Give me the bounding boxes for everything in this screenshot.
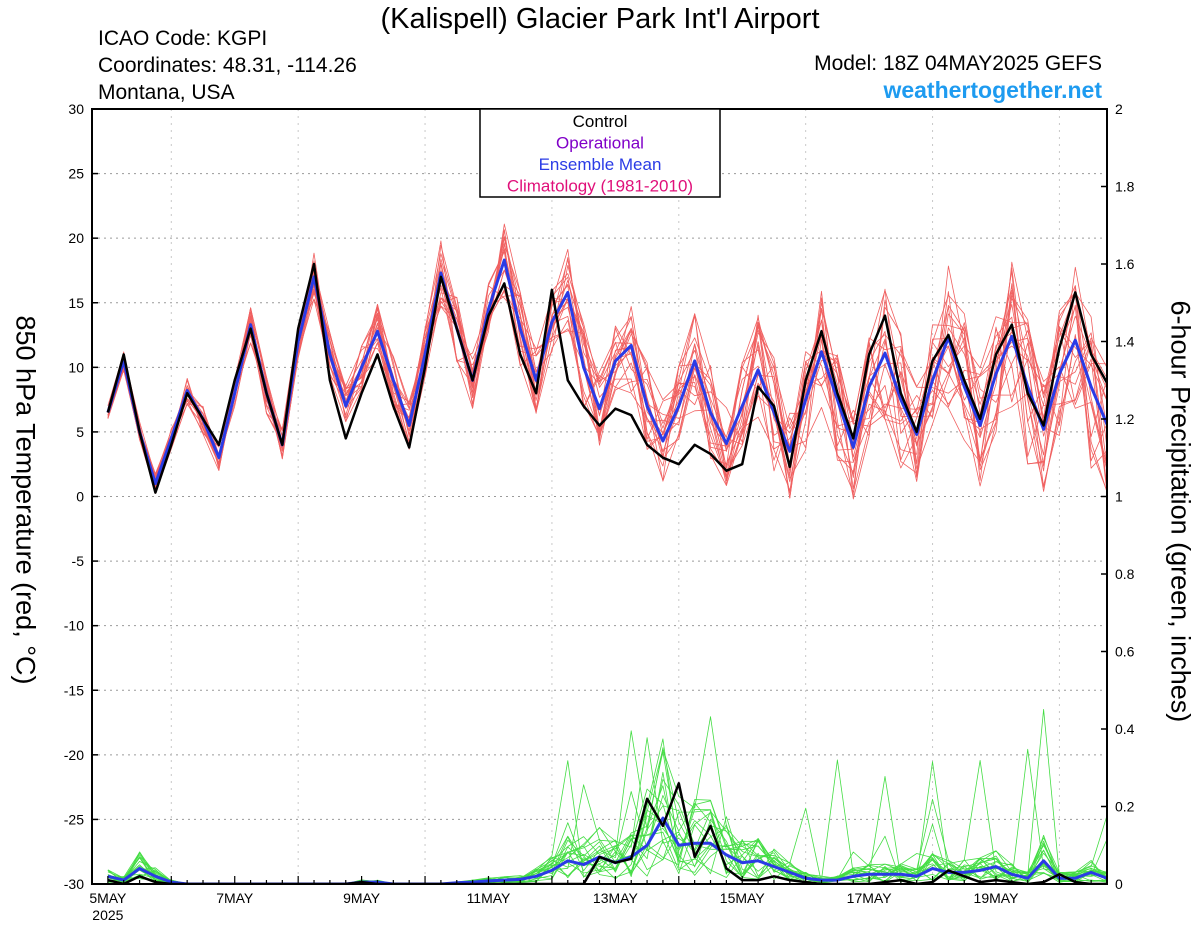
y2-tick-label: 1.2 (1115, 411, 1135, 427)
chart-title: (Kalispell) Glacier Park Int'l Airport (380, 3, 820, 35)
y2-tick-label: 1.8 (1115, 179, 1135, 195)
y-tick-label: 30 (68, 101, 84, 117)
precip-member-line (107, 748, 1107, 884)
y2-tick-label: 1.4 (1115, 334, 1135, 350)
precip-member-line (107, 738, 1107, 884)
y2-tick-label: 0.8 (1115, 566, 1135, 582)
y-tick-label: 0 (76, 489, 84, 505)
legend-entry: Climatology (1981-2010) (507, 177, 693, 196)
precip-member-line (107, 751, 1107, 884)
x-tick-label: 13MAY (593, 890, 639, 906)
y-tick-label: 20 (68, 230, 84, 246)
site-link[interactable]: weathertogether.net (883, 77, 1102, 103)
temp-member-line (107, 263, 1107, 487)
y-tick-label: -25 (64, 811, 84, 827)
y2-tick-label: 0 (1115, 876, 1123, 892)
legend-entry: Control (573, 112, 628, 131)
control-precip-line (107, 782, 1107, 884)
y-tick-label: -30 (64, 876, 84, 892)
precip-member-line (107, 788, 1107, 884)
y2-tick-label: 1 (1115, 489, 1123, 505)
control-temp-line (106, 262, 1107, 494)
x-tick-label: 9MAY (343, 890, 381, 906)
legend-box (479, 108, 721, 198)
x-tick-label: 15MAY (720, 890, 766, 906)
x-tick-label: 19MAY (974, 890, 1020, 906)
precip-member-line (107, 809, 1107, 884)
precip-member-line (107, 730, 1107, 884)
y2-tick-label: 1.6 (1115, 256, 1135, 272)
plot-area (92, 109, 1107, 884)
y-tick-label: 25 (68, 166, 84, 182)
temp-member-line (107, 273, 1107, 482)
region: Montana, USA (98, 81, 235, 104)
x-tick-label: 7MAY (216, 890, 254, 906)
x-tick-label: 5MAY (89, 890, 127, 906)
y-tick-label: -15 (64, 682, 84, 698)
model-run: Model: 18Z 04MAY2025 GEFS (814, 52, 1102, 75)
y-tick-label: -5 (72, 553, 85, 569)
y2-tick-label: 2 (1115, 101, 1123, 117)
y-axis-label: 850 hPa Temperature (red, °C) (10, 315, 41, 685)
y-tick-label: 5 (76, 424, 84, 440)
y-tick-label: -10 (64, 618, 84, 634)
icao-code: ICAO Code: KGPI (98, 27, 268, 50)
coordinates: Coordinates: 48.31, -114.26 (98, 54, 357, 77)
y-tick-label: 15 (68, 295, 84, 311)
legend-entry: Ensemble Mean (539, 155, 662, 174)
x-tick-label: 11MAY (467, 890, 511, 906)
y2-tick-label: 0.6 (1115, 644, 1135, 660)
precip-member-line (107, 827, 1107, 884)
x-tick-sublabel: 2025 (92, 907, 123, 923)
y2-tick-label: 0.4 (1115, 721, 1135, 737)
y-tick-label: -20 (64, 747, 84, 763)
y-tick-label: 10 (68, 359, 84, 375)
x-tick-label: 17MAY (847, 890, 893, 906)
y2-axis-label: 6-hour Precipitation (green, inches) (1165, 300, 1196, 723)
plot-series (106, 223, 1107, 884)
legend-entry: Operational (556, 134, 644, 153)
y2-tick-label: 0.2 (1115, 799, 1135, 815)
